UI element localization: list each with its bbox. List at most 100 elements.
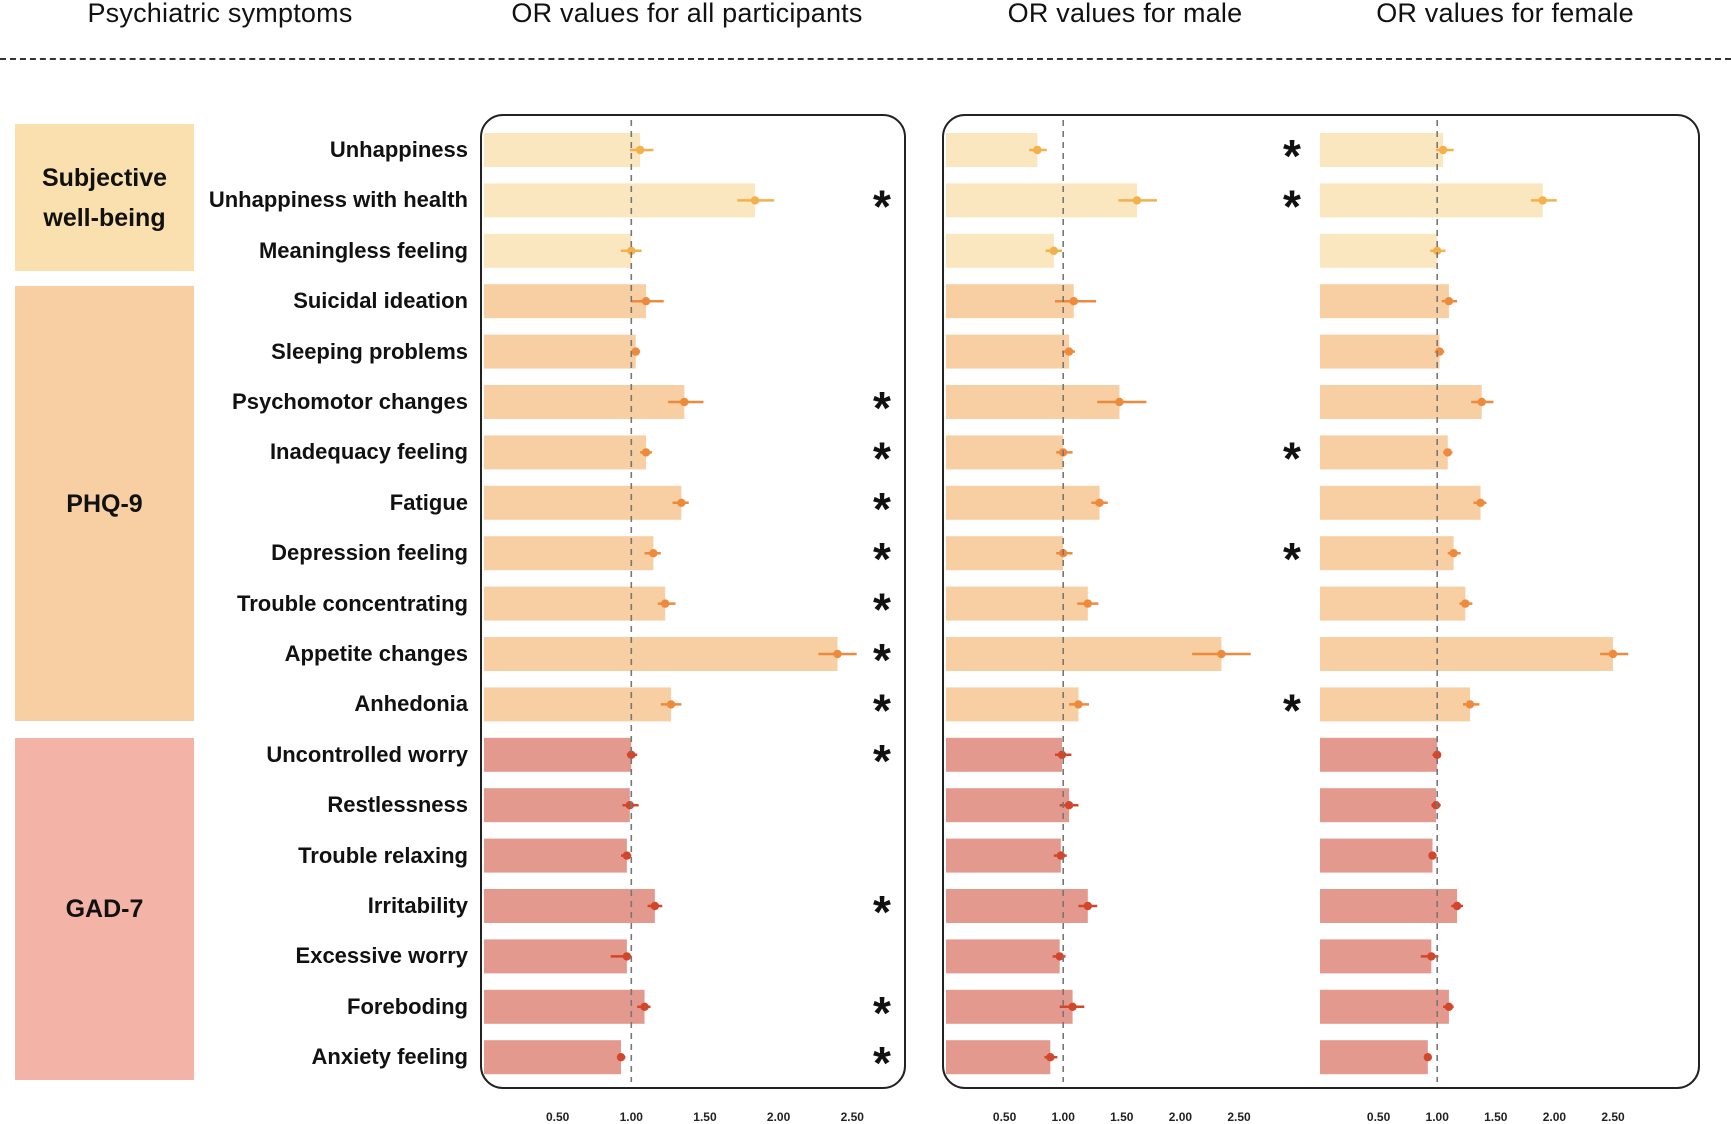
group-label-phq9: PHQ-9 — [66, 489, 143, 518]
bar-female-unhappiness-with-health — [1320, 183, 1543, 218]
group-box-phq9: PHQ-9 — [15, 286, 194, 721]
bar-all-anhedonia — [484, 687, 672, 722]
row-label-anhedonia: Anhedonia — [354, 691, 468, 717]
bar-all-anxiety-feeling — [484, 1040, 621, 1075]
point-female-uncontrolled-worry — [1433, 750, 1442, 759]
point-male-suicidal-ideation — [1069, 297, 1078, 306]
point-male-anhedonia — [1074, 700, 1083, 709]
group-label-wellbeing-line2: well-being — [43, 203, 166, 232]
point-all-anxiety-feeling — [616, 1053, 626, 1062]
bar-female-trouble-concentrating — [1320, 586, 1466, 621]
bar-female-foreboding — [1320, 989, 1449, 1024]
bar-all-sleeping-problems — [484, 334, 636, 369]
tick-label-male-3: 2.00 — [1169, 1110, 1193, 1124]
point-female-anhedonia — [1465, 700, 1475, 709]
point-male-anxiety-feeling — [1046, 1053, 1055, 1062]
point-female-trouble-concentrating — [1461, 599, 1470, 608]
sig-star-all-unhappiness-with-health: * — [873, 180, 891, 232]
point-all-trouble-concentrating — [660, 599, 670, 608]
bar-male-irritability — [946, 889, 1088, 923]
bar-all-excessive-worry — [484, 939, 627, 974]
bar-all-trouble-concentrating — [484, 586, 666, 621]
point-all-excessive-worry — [622, 952, 632, 961]
bar-female-appetite-changes — [1320, 637, 1613, 671]
bar-all-appetite-changes — [484, 637, 838, 671]
row-label-excessive-worry: Excessive worry — [295, 943, 468, 969]
bar-all-unhappiness-with-health — [484, 183, 756, 218]
bar-all-uncontrolled-worry — [484, 737, 632, 772]
point-male-fatigue — [1095, 498, 1104, 507]
bar-male-suicidal-ideation — [946, 284, 1074, 319]
row-label-trouble-concentrating: Trouble concentrating — [236, 590, 468, 616]
bar-female-restlessness — [1320, 788, 1437, 823]
sig-star-all-trouble-concentrating: * — [873, 584, 891, 636]
point-all-unhappiness — [635, 145, 645, 155]
tick-label-all-3: 2.00 — [767, 1110, 791, 1124]
row-label-fatigue: Fatigue — [389, 489, 468, 515]
point-male-restlessness — [1064, 801, 1074, 810]
bar-all-foreboding — [484, 989, 645, 1024]
row-label-sleeping-problems: Sleeping problems — [271, 338, 468, 364]
point-female-restlessness — [1431, 801, 1441, 810]
sig-star-all-irritability: * — [873, 886, 891, 938]
bar-male-trouble-relaxing — [946, 838, 1061, 873]
row-label-uncontrolled-worry: Uncontrolled worry — [266, 741, 468, 767]
point-male-excessive-worry — [1055, 952, 1064, 961]
point-all-irritability — [650, 901, 660, 911]
sig-star-all-psychomotor-changes: * — [873, 382, 891, 434]
bar-male-anxiety-feeling — [946, 1040, 1051, 1075]
panel-frame-male-female — [942, 114, 1700, 1089]
sig-star-male-depression-feeling: * — [1283, 533, 1301, 585]
bar-all-irritability — [484, 889, 655, 923]
tick-label-male-1: 1.00 — [1052, 1110, 1076, 1124]
row-label-suicidal-ideation: Suicidal ideation — [293, 288, 468, 314]
row-label-inadequacy-feeling: Inadequacy feeling — [269, 439, 468, 465]
bar-all-restlessness — [484, 788, 630, 823]
point-female-psychomotor-changes — [1477, 397, 1486, 407]
header-symptoms: Psychiatric symptoms — [87, 0, 353, 28]
bar-all-unhappiness — [484, 133, 641, 167]
bar-all-fatigue — [484, 485, 682, 520]
bar-female-fatigue — [1320, 485, 1481, 520]
point-male-meaningless-feeling — [1049, 246, 1059, 255]
sig-star-male-unhappiness: * — [1283, 130, 1301, 182]
tick-label-all-1: 1.00 — [620, 1110, 644, 1124]
group-label-gad7: GAD-7 — [65, 895, 144, 923]
header-all-participants: OR values for all participants — [511, 0, 863, 28]
row-label-unhappiness: Unhappiness — [329, 137, 468, 162]
bar-female-inadequacy-feeling — [1320, 435, 1448, 470]
bar-male-psychomotor-changes — [946, 385, 1120, 419]
point-female-trouble-relaxing — [1428, 851, 1437, 860]
row-label-irritability: Irritability — [367, 893, 468, 918]
row-label-psychomotor-changes: Psychomotor changes — [232, 389, 468, 414]
bar-all-psychomotor-changes — [484, 385, 685, 419]
point-female-appetite-changes — [1608, 649, 1618, 659]
group-label-wellbeing-line1: Subjective — [41, 163, 168, 192]
tick-label-male-2: 1.50 — [1110, 1110, 1134, 1124]
bar-all-suicidal-ideation — [484, 284, 647, 319]
sig-star-all-appetite-changes: * — [873, 634, 891, 686]
point-all-inadequacy-feeling — [641, 448, 651, 457]
row-label-meaningless-feeling: Meaningless feeling — [258, 237, 468, 263]
point-male-sleeping-problems — [1064, 347, 1074, 356]
point-female-anxiety-feeling — [1423, 1053, 1433, 1062]
sig-star-all-inadequacy-feeling: * — [873, 432, 891, 484]
sig-star-all-foreboding: * — [873, 987, 891, 1039]
point-male-uncontrolled-worry — [1057, 750, 1067, 759]
tick-label-male-0: 0.50 — [993, 1110, 1017, 1124]
tick-label-all-4: 2.50 — [841, 1110, 865, 1124]
point-all-psychomotor-changes — [680, 397, 689, 407]
point-female-irritability — [1452, 901, 1462, 911]
tick-label-female-0: 0.50 — [1367, 1110, 1391, 1124]
bar-female-psychomotor-changes — [1320, 385, 1482, 419]
bar-male-restlessness — [946, 788, 1070, 823]
point-all-uncontrolled-worry — [627, 750, 636, 759]
sig-star-male-inadequacy-feeling: * — [1283, 432, 1301, 484]
sig-star-all-depression-feeling: * — [873, 533, 891, 585]
tick-label-all-0: 0.50 — [546, 1110, 570, 1124]
bar-female-depression-feeling — [1320, 536, 1454, 571]
bar-female-meaningless-feeling — [1320, 233, 1438, 268]
point-all-fatigue — [677, 498, 686, 507]
point-female-unhappiness — [1438, 145, 1448, 155]
